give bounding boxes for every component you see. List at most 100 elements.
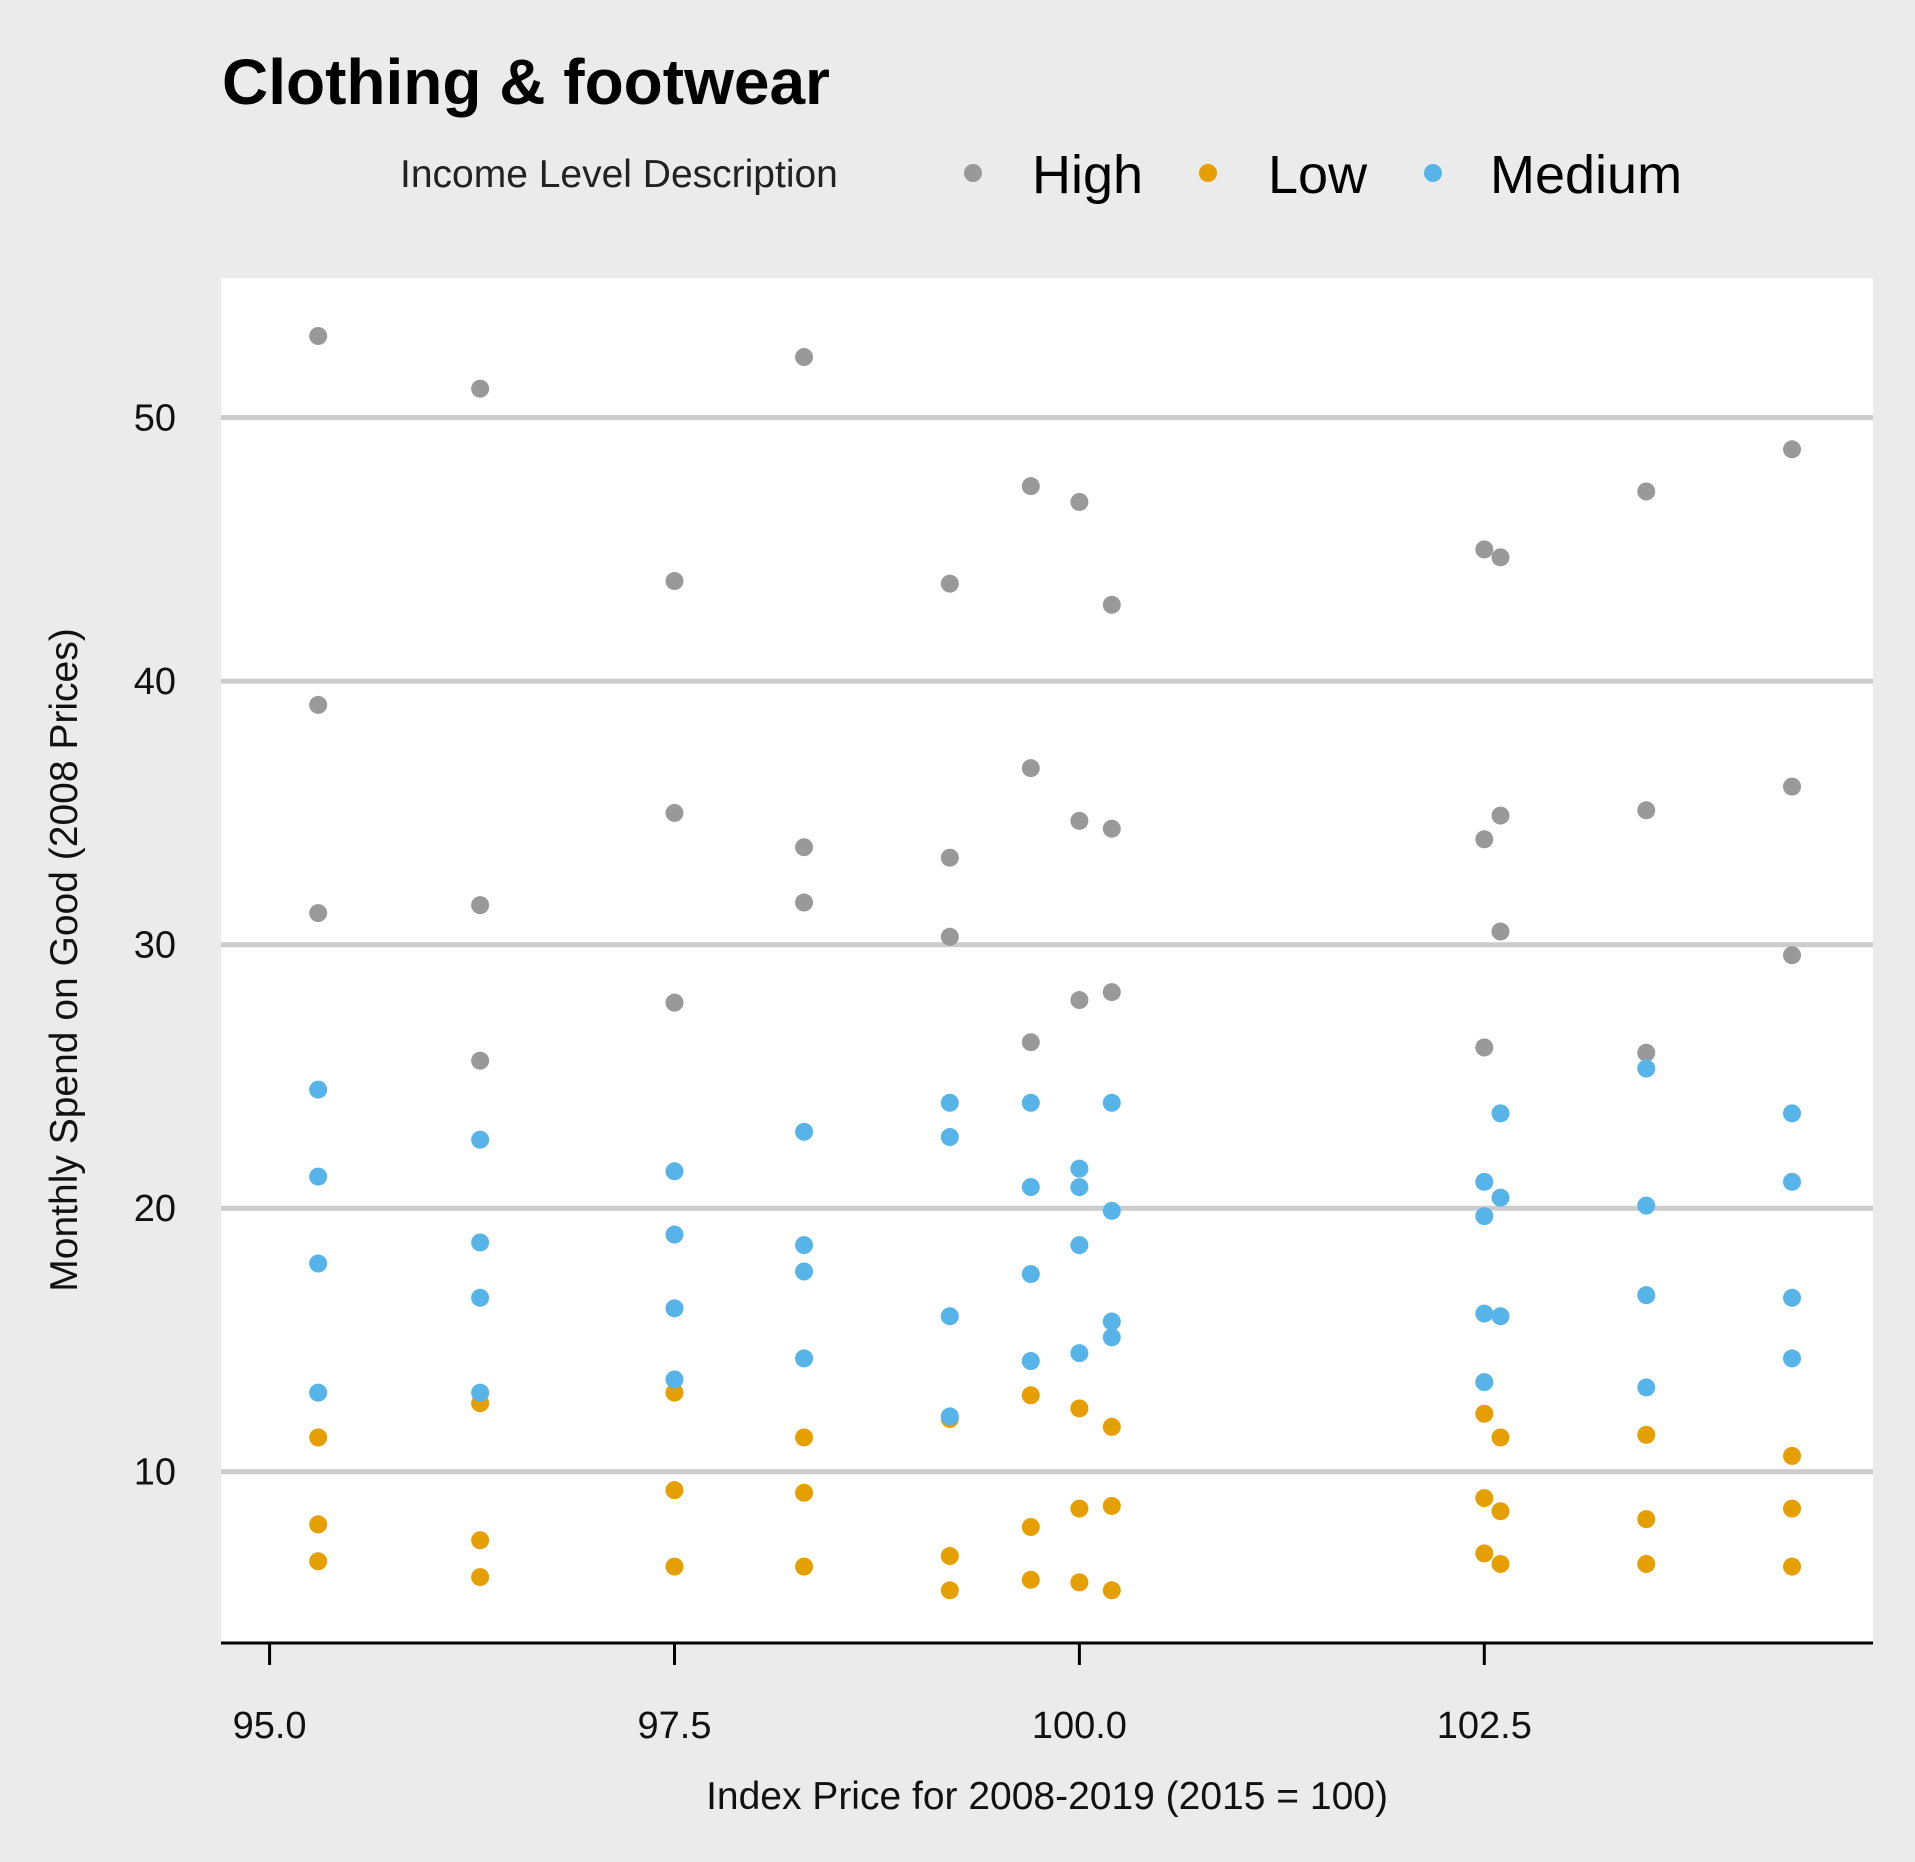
point-medium <box>665 1299 684 1318</box>
point-low <box>1475 1404 1494 1423</box>
point-low <box>940 1581 959 1600</box>
point-medium <box>1491 1188 1510 1207</box>
y-axis: 10 20 30 40 50 <box>134 398 176 1494</box>
legend-label-low: Low <box>1268 145 1368 205</box>
point-high <box>471 1051 490 1070</box>
point-low <box>1637 1510 1656 1529</box>
point-medium <box>309 1080 328 1099</box>
point-high <box>1021 477 1040 496</box>
x-axis-title: Index Price for 2008-2019 (2015 = 100) <box>706 1775 1388 1818</box>
point-medium <box>1491 1104 1510 1123</box>
point-high <box>1783 440 1802 459</box>
x-axis: 95.0 97.5 100.0 102.5 <box>221 1641 1873 1747</box>
point-medium <box>1102 1201 1121 1220</box>
point-medium <box>1475 1172 1494 1191</box>
point-low <box>1070 1399 1089 1418</box>
point-high <box>665 803 684 822</box>
point-high <box>1021 759 1040 778</box>
point-medium <box>940 1093 959 1112</box>
point-low <box>471 1568 490 1587</box>
x-tick-label: 102.5 <box>1437 1705 1532 1747</box>
point-low <box>309 1552 328 1571</box>
point-medium <box>1637 1059 1656 1078</box>
data-points <box>309 326 1802 1600</box>
point-high <box>940 927 959 946</box>
point-high <box>940 848 959 867</box>
point-medium <box>1491 1307 1510 1326</box>
point-low <box>309 1428 328 1447</box>
point-medium <box>1021 1352 1040 1371</box>
x-tick-label: 100.0 <box>1032 1705 1127 1747</box>
point-low <box>1070 1573 1089 1592</box>
point-low <box>1102 1417 1121 1436</box>
point-low <box>665 1383 684 1402</box>
point-medium <box>471 1233 490 1252</box>
point-low <box>795 1428 814 1447</box>
point-medium <box>665 1225 684 1244</box>
point-high <box>471 896 490 915</box>
gridlines <box>221 415 1873 1475</box>
point-medium <box>1637 1286 1656 1305</box>
point-high <box>1070 492 1089 511</box>
point-high <box>309 695 328 714</box>
point-medium <box>309 1383 328 1402</box>
point-medium <box>795 1262 814 1281</box>
point-low <box>1021 1386 1040 1405</box>
point-high <box>1637 1043 1656 1062</box>
point-medium <box>471 1288 490 1307</box>
point-medium <box>1637 1196 1656 1215</box>
point-medium <box>1475 1304 1494 1323</box>
point-medium <box>1102 1312 1121 1331</box>
point-medium <box>795 1236 814 1255</box>
point-low <box>1491 1554 1510 1573</box>
point-medium <box>1475 1373 1494 1392</box>
point-high <box>795 893 814 912</box>
point-medium <box>940 1307 959 1326</box>
x-tick-label: 97.5 <box>638 1705 712 1747</box>
chart-title: Clothing & footwear <box>222 46 830 118</box>
point-medium <box>1070 1236 1089 1255</box>
plot-panel <box>221 278 1873 1643</box>
point-medium <box>1070 1178 1089 1197</box>
point-high <box>1491 922 1510 941</box>
point-high <box>1783 946 1802 965</box>
point-low <box>1475 1544 1494 1563</box>
y-tick-label: 40 <box>134 661 176 703</box>
point-high <box>665 572 684 591</box>
point-low <box>665 1481 684 1500</box>
point-medium <box>309 1254 328 1273</box>
point-medium <box>1021 1178 1040 1197</box>
point-medium <box>1783 1288 1802 1307</box>
point-low <box>1637 1425 1656 1444</box>
point-high <box>309 326 328 345</box>
point-low <box>1491 1428 1510 1447</box>
point-medium <box>1783 1172 1802 1191</box>
point-low <box>1491 1502 1510 1521</box>
point-high <box>1102 819 1121 838</box>
point-low <box>665 1557 684 1576</box>
point-low <box>940 1547 959 1566</box>
point-low <box>1102 1581 1121 1600</box>
point-medium <box>795 1122 814 1141</box>
point-high <box>1102 595 1121 614</box>
point-medium <box>471 1130 490 1149</box>
point-low <box>795 1483 814 1502</box>
point-high <box>1070 811 1089 830</box>
legend-title: Income Level Description <box>400 153 838 196</box>
point-medium <box>1102 1328 1121 1347</box>
point-medium <box>471 1383 490 1402</box>
point-high <box>471 379 490 398</box>
legend-label-medium: Medium <box>1490 145 1682 205</box>
point-medium <box>1021 1093 1040 1112</box>
legend-key-low <box>1199 164 1217 182</box>
x-tick-label: 95.0 <box>233 1705 307 1747</box>
point-high <box>665 993 684 1012</box>
point-low <box>1637 1554 1656 1573</box>
point-low <box>1783 1499 1802 1518</box>
point-medium <box>1637 1378 1656 1397</box>
legend-key-high <box>964 164 982 182</box>
y-axis-title: Monthly Spend on Good (2008 Prices) <box>43 628 86 1291</box>
point-medium <box>795 1349 814 1368</box>
point-medium <box>1475 1207 1494 1226</box>
